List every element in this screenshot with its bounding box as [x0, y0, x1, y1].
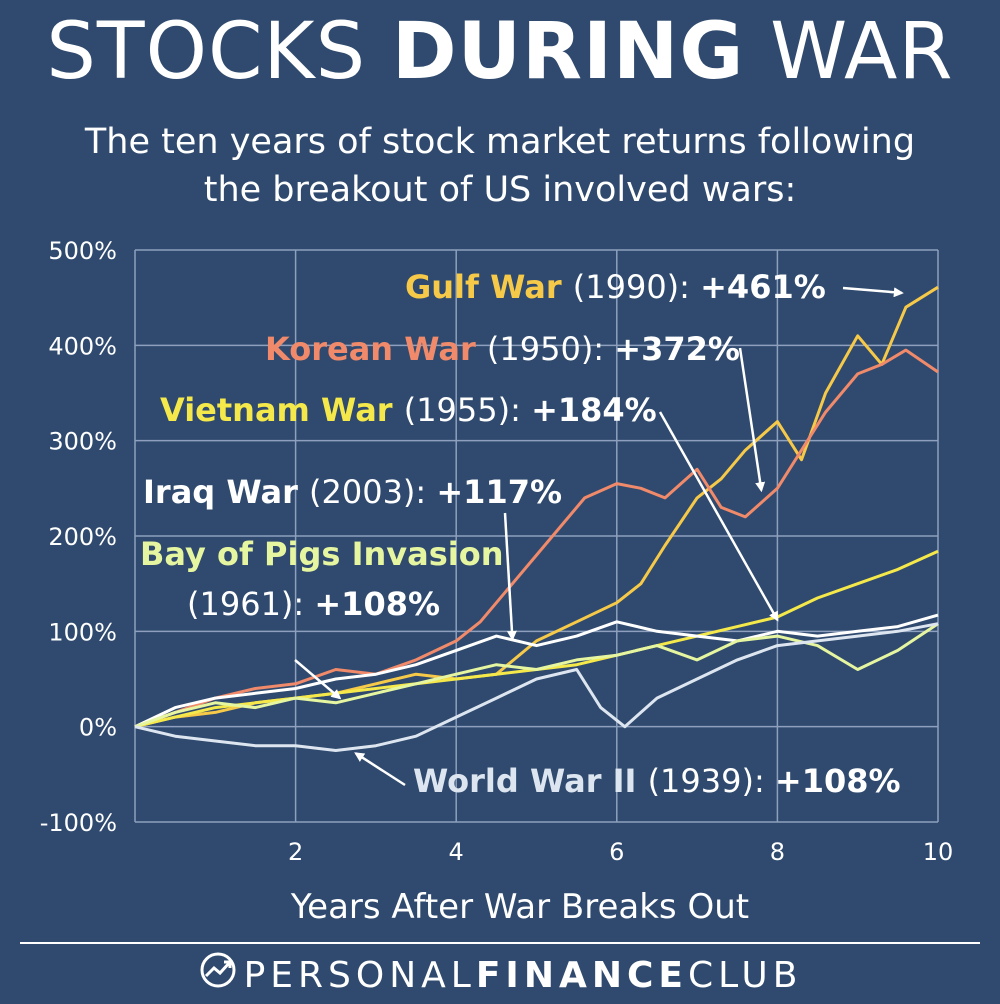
series-label-iraq: Iraq War (2003): +117%: [143, 473, 562, 511]
series-label-vietnam: Vietnam War (1955): +184%: [160, 391, 657, 429]
series-label-year: (2003):: [309, 473, 436, 511]
annotation-arrow: [294, 659, 342, 700]
series-label-name: World War II: [413, 762, 648, 800]
series-label-value: +108%: [775, 762, 901, 800]
series-label-value: +117%: [436, 473, 562, 511]
y-tick-label: 300%: [48, 428, 117, 456]
series-label-ww2: World War II (1939): +108%: [413, 762, 901, 800]
series-label-value: +184%: [531, 391, 657, 429]
series-label-value: +372%: [614, 330, 740, 368]
annotation-arrow: [738, 347, 766, 493]
y-tick-label: 0%: [79, 714, 117, 742]
series-label-name: Iraq War: [143, 473, 309, 511]
brand-finance: FINANCE: [475, 955, 688, 996]
footer-divider: [20, 942, 980, 944]
annotation-arrow: [503, 512, 517, 641]
series-label-year: (1955):: [404, 391, 531, 429]
y-tick-label: 200%: [48, 523, 117, 551]
axis-ticks: -100% 0% 100% 200% 300% 400% 500% 2 4 6 8 10: [40, 237, 954, 866]
y-tick-label: 400%: [48, 332, 117, 360]
x-tick-label: 6: [609, 838, 624, 866]
x-tick-label: 4: [449, 838, 464, 866]
y-tick-label: 500%: [48, 237, 117, 265]
annotation-arrow: [354, 752, 406, 787]
x-axis-label: Years After War Breaks Out: [290, 887, 749, 927]
brand: PERSONALFINANCECLUB: [0, 950, 1000, 1000]
series-line-bay-of-pigs: [134, 622, 939, 729]
series-line-iraq: [134, 613, 939, 729]
series-label-gulf: Gulf War (1990): +461%: [405, 268, 826, 306]
series-label-name: Vietnam War: [160, 391, 404, 429]
subtitle-line-1: The ten years of stock market returns fo…: [84, 122, 916, 162]
brand-personal: PERSONAL: [243, 955, 476, 996]
y-tick-label: -100%: [40, 809, 117, 837]
subtitle: The ten years of stock market returns fo…: [0, 118, 1000, 214]
series-label-name: Korean War: [265, 330, 487, 368]
brand-club: CLUB: [687, 955, 803, 996]
annotation-arrow: [842, 286, 904, 298]
series-line-korean: [134, 348, 939, 729]
trend-up-circle-icon: [198, 950, 238, 1004]
x-tick-label: 10: [923, 838, 954, 866]
series-labels: Gulf War (1990): +461% Korean War (1950):…: [140, 268, 901, 800]
series-lines: [134, 285, 939, 752]
title-bold: DURING: [391, 7, 745, 97]
subtitle-line-2: the breakout of US involved wars:: [203, 170, 797, 210]
grid: [134, 249, 939, 823]
series-label-value: +108%: [314, 585, 440, 623]
series-line-ww2: [134, 622, 939, 752]
x-tick-label: 2: [288, 838, 303, 866]
page-title: STOCKS DURING WAR: [0, 2, 1000, 102]
x-tick-label: 8: [770, 838, 785, 866]
series-label-year: (1990):: [573, 268, 700, 306]
title-light-2: WAR: [770, 7, 954, 97]
series-label-korean: Korean War (1950): +372%: [265, 330, 740, 368]
returns-chart: -100% 0% 100% 200% 300% 400% 500% 2 4 6 8 10 Gulf W…: [40, 237, 954, 927]
series-label-year: (1950):: [487, 330, 614, 368]
series-label-name: Bay of Pigs Invasion: [140, 535, 503, 573]
title-light: STOCKS: [46, 7, 367, 97]
series-label-year: (1939):: [648, 762, 775, 800]
series-line-vietnam: [134, 549, 939, 729]
series-label-year: (1961):: [187, 585, 314, 623]
series-label-bay-of-pigs: (1961): +108%: [187, 585, 440, 623]
y-tick-label: 100%: [48, 618, 117, 646]
series-label-name: Gulf War: [405, 268, 573, 306]
annotation-arrows: [294, 286, 904, 787]
series-label-value: +461%: [700, 268, 826, 306]
annotation-arrow: [658, 411, 779, 622]
series-label-bay-of-pigs: Bay of Pigs Invasion: [140, 535, 503, 573]
